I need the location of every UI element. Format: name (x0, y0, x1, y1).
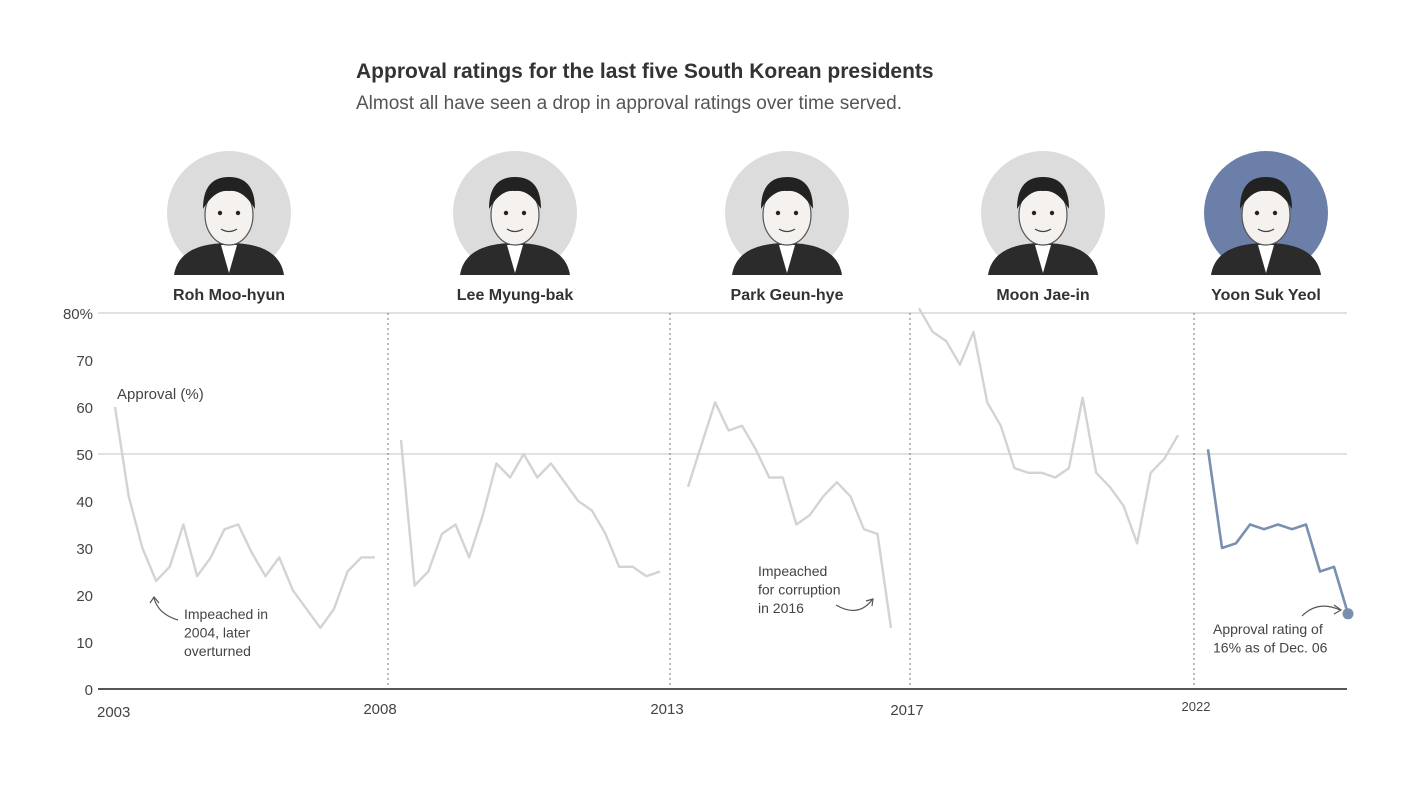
annotation-line: for corruption (758, 582, 840, 598)
portrait-1 (167, 151, 291, 275)
president-name: Park Geun-hye (731, 287, 844, 304)
annotation-line: 16% as of Dec. 06 (1213, 640, 1328, 656)
y-tick-label: 50 (76, 447, 93, 464)
eye-icon (521, 210, 527, 216)
annotation-line: 2004, later (184, 625, 250, 641)
eye-icon (1031, 210, 1037, 216)
x-tick-label: 2013 (650, 701, 683, 718)
president-name: Moon Jae-in (996, 287, 1089, 304)
eye-icon (217, 210, 223, 216)
portrait-4 (981, 151, 1105, 275)
series-line-1 (113, 406, 375, 630)
portrait-3 (725, 151, 849, 275)
mouth-icon (506, 228, 524, 233)
chart-title: Approval ratings for the last five South… (356, 60, 934, 83)
y-axis-title: Approval (%) (117, 386, 204, 403)
x-tick-label: 2003 (97, 704, 130, 721)
eye-icon (1272, 210, 1278, 216)
annotations: Impeached in 2004, later overturned Impeach… (149, 563, 1343, 659)
annotation-line: overturned (184, 643, 251, 659)
annotation-line: in 2016 (758, 600, 804, 616)
portrait-5 (1204, 151, 1328, 275)
latest-point (1342, 608, 1354, 620)
shirt-icon (221, 245, 237, 273)
shirt-icon (1035, 245, 1051, 273)
hair-icon (1240, 177, 1292, 209)
y-tick-label: 70 (76, 353, 93, 370)
portrait-2 (453, 151, 577, 275)
gridlines (98, 312, 1347, 455)
shirt-icon (779, 245, 795, 273)
x-tick-label: 2017 (890, 702, 923, 719)
mouth-icon (778, 228, 796, 233)
annotation-arrow (153, 597, 179, 621)
hair-icon (1017, 177, 1069, 209)
arrowhead-icon (149, 595, 160, 604)
series-line-3 (686, 401, 893, 629)
mouth-icon (1034, 228, 1052, 233)
axes: 0 10 20 30 40 50 60 70 80% 2003 2008 2013 2017 2022 Ap… (63, 306, 1347, 721)
y-tick-label: 0 (85, 682, 93, 699)
shirt-icon (1258, 245, 1274, 273)
president-name: Roh Moo-hyun (173, 287, 285, 304)
president-name: Lee Myung-bak (457, 287, 574, 304)
eye-icon (503, 210, 509, 216)
president-name: Yoon Suk Yeol (1211, 287, 1321, 304)
y-tick-label: 40 (76, 494, 93, 511)
x-tick-label: 2022 (1182, 699, 1211, 714)
annotation-line: Impeached (758, 563, 827, 579)
y-tick-label: 60 (76, 400, 93, 417)
hair-icon (203, 177, 255, 209)
eye-icon (235, 210, 241, 216)
x-tick-label: 2008 (363, 701, 396, 718)
eye-icon (1049, 210, 1055, 216)
shirt-icon (507, 245, 523, 273)
series-line-4 (917, 307, 1180, 545)
series-line-5 (1206, 449, 1350, 615)
mouth-icon (1257, 228, 1275, 233)
y-tick-label: 10 (76, 635, 93, 652)
portraits: Roh Moo-hyun Lee Myung-bak Park Geun-hye Mo… (167, 151, 1328, 304)
y-tick-label: 30 (76, 541, 93, 558)
eye-icon (793, 210, 799, 216)
hair-icon (761, 177, 813, 209)
mouth-icon (220, 228, 238, 233)
series-line-2 (399, 439, 661, 587)
annotation-line: Approval rating of (1213, 621, 1323, 637)
eye-icon (1254, 210, 1260, 216)
series-lines (113, 307, 1354, 630)
eye-icon (775, 210, 781, 216)
chart-subtitle: Almost all have seen a drop in approval … (356, 93, 902, 114)
hair-icon (489, 177, 541, 209)
annotation-arrow (835, 599, 873, 611)
term-dividers (387, 313, 1195, 689)
annotation-line: Impeached in (184, 606, 268, 622)
annotation-arrow (1301, 605, 1341, 617)
arrowhead-icon (1333, 604, 1343, 615)
y-tick-label: 20 (76, 588, 93, 605)
arrowhead-icon (865, 598, 874, 607)
y-tick-label: 80% (63, 306, 93, 323)
